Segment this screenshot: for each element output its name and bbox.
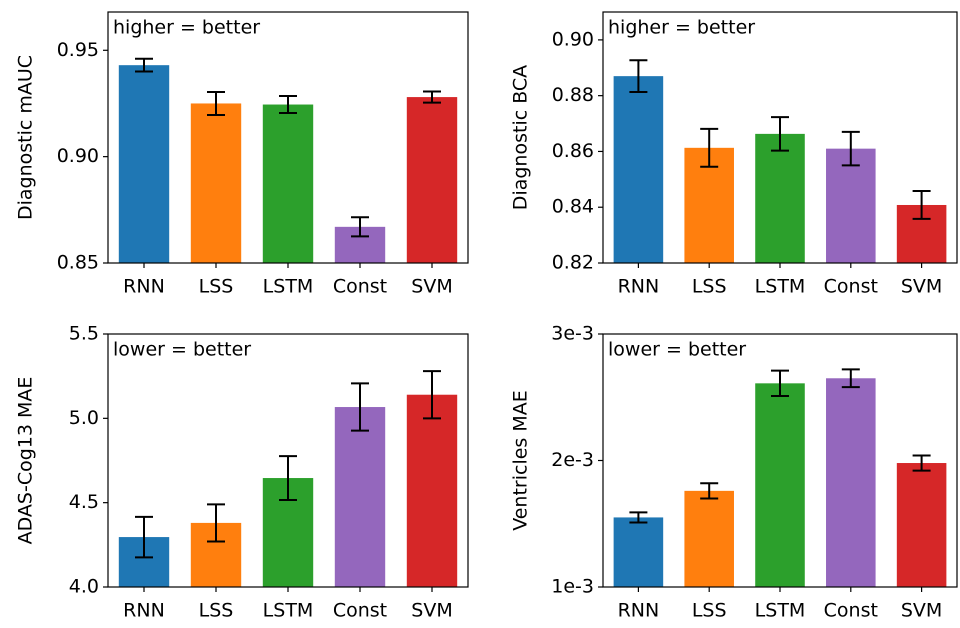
x-tick-label: LSS bbox=[199, 600, 234, 622]
x-tick-label: Const bbox=[333, 276, 387, 298]
error-bar bbox=[279, 95, 297, 115]
y-axis-label: Diagnostic BCA bbox=[510, 65, 532, 210]
bar bbox=[613, 76, 664, 264]
x-tick-label: RNN bbox=[618, 600, 660, 622]
axes-frame bbox=[602, 333, 958, 588]
bar bbox=[406, 97, 458, 263]
bar bbox=[684, 490, 734, 587]
x-tick-label: SVM bbox=[901, 600, 942, 622]
y-tick-label: 0.90 bbox=[552, 28, 594, 50]
annotation: lower = better bbox=[608, 339, 746, 361]
y-tick-label: 5.5 bbox=[69, 323, 99, 345]
y-tick-label: 5.0 bbox=[69, 407, 99, 429]
y-tick-label: 0.85 bbox=[57, 252, 99, 274]
error-bar bbox=[207, 503, 225, 543]
annotation: higher = better bbox=[113, 17, 260, 39]
panel: RNN LSS LSTM Const SVM 0.82 0.84 0.86 0.88 0.90 hi… bbox=[510, 11, 958, 298]
y-axis-label: ADAS-Cog13 MAE bbox=[15, 377, 37, 545]
bar bbox=[826, 148, 876, 263]
x-tick-label: Const bbox=[333, 600, 387, 622]
error-bar bbox=[135, 57, 153, 73]
x-tick-label: Const bbox=[824, 276, 878, 298]
y-tick-label: 4.0 bbox=[69, 576, 99, 598]
bar bbox=[896, 463, 947, 587]
error-bar bbox=[423, 90, 441, 104]
bar bbox=[118, 65, 170, 263]
y-tick-label: 0.82 bbox=[552, 252, 594, 274]
x-tick-label: Const bbox=[824, 600, 878, 622]
bar bbox=[334, 407, 386, 587]
error-bar bbox=[279, 455, 297, 501]
y-axis-label: Diagnostic mAUC bbox=[15, 55, 37, 220]
panel: RNN LSS LSTM Const SVM 4.0 4.5 5.0 5.5 lower = be… bbox=[15, 323, 469, 622]
x-tick-label: LSTM bbox=[755, 276, 806, 298]
y-tick-label: 1e-3 bbox=[551, 576, 594, 598]
bar bbox=[613, 517, 664, 587]
axes-frame bbox=[107, 11, 469, 264]
y-tick-label: 0.88 bbox=[552, 84, 594, 106]
annotation: lower = better bbox=[113, 339, 251, 361]
x-tick-label: RNN bbox=[123, 600, 165, 622]
x-tick-label: RNN bbox=[123, 276, 165, 298]
error-bar bbox=[841, 130, 860, 167]
y-tick-label: 3e-3 bbox=[551, 323, 594, 345]
y-tick-label: 4.5 bbox=[69, 491, 99, 513]
y-tick-label: 0.95 bbox=[57, 39, 99, 61]
error-bar bbox=[135, 515, 153, 559]
y-tick-label: 0.90 bbox=[57, 145, 99, 167]
error-bar bbox=[841, 368, 860, 389]
error-bar bbox=[700, 482, 719, 500]
error-bar bbox=[912, 190, 931, 220]
bar bbox=[826, 378, 876, 587]
x-tick-label: SVM bbox=[901, 276, 942, 298]
panel: RNN LSS LSTM Const SVM 1e-3 2e-3 3e-3 lower = be… bbox=[510, 323, 958, 622]
axes-frame bbox=[602, 11, 958, 264]
bar bbox=[262, 104, 314, 263]
y-tick-label: 0.86 bbox=[552, 140, 594, 162]
y-tick-label: 2e-3 bbox=[551, 449, 594, 471]
error-bar bbox=[629, 59, 648, 94]
x-tick-label: LSS bbox=[692, 600, 727, 622]
x-tick-label: SVM bbox=[411, 276, 452, 298]
bar bbox=[755, 383, 805, 587]
error-bar bbox=[700, 127, 719, 168]
panel: RNN LSS LSTM Const SVM 0.85 0.90 0.95 higher = b… bbox=[15, 11, 469, 298]
error-bar bbox=[423, 370, 441, 420]
error-bar bbox=[771, 116, 789, 152]
error-bar bbox=[351, 382, 369, 432]
bar bbox=[190, 103, 242, 264]
error-bar bbox=[629, 511, 648, 524]
y-tick-label: 0.84 bbox=[552, 196, 594, 218]
axes-frame bbox=[107, 333, 469, 588]
x-tick-label: LSTM bbox=[263, 276, 314, 298]
x-tick-label: SVM bbox=[411, 600, 452, 622]
y-axis-label: Ventricles MAE bbox=[510, 390, 532, 531]
x-tick-label: LSS bbox=[199, 276, 234, 298]
annotation: higher = better bbox=[608, 17, 755, 39]
error-bar bbox=[351, 216, 369, 238]
x-tick-label: LSTM bbox=[263, 600, 314, 622]
error-bar bbox=[207, 90, 225, 116]
x-tick-label: RNN bbox=[618, 276, 660, 298]
bar bbox=[755, 133, 805, 263]
x-tick-label: LSTM bbox=[755, 600, 806, 622]
error-bar bbox=[771, 369, 789, 397]
bar bbox=[406, 394, 458, 587]
error-bar bbox=[912, 454, 931, 472]
x-tick-label: LSS bbox=[692, 276, 727, 298]
